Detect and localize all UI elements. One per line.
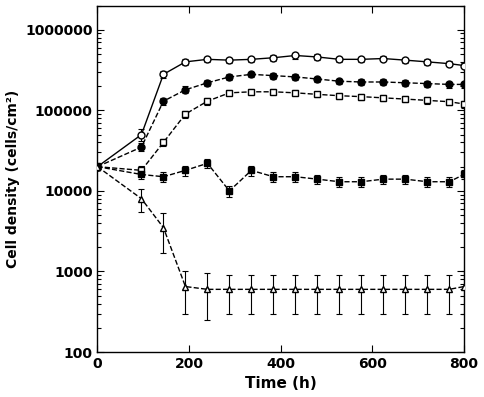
X-axis label: Time (h): Time (h): [245, 376, 317, 391]
Y-axis label: Cell density (cells/cm²): Cell density (cells/cm²): [5, 90, 19, 268]
